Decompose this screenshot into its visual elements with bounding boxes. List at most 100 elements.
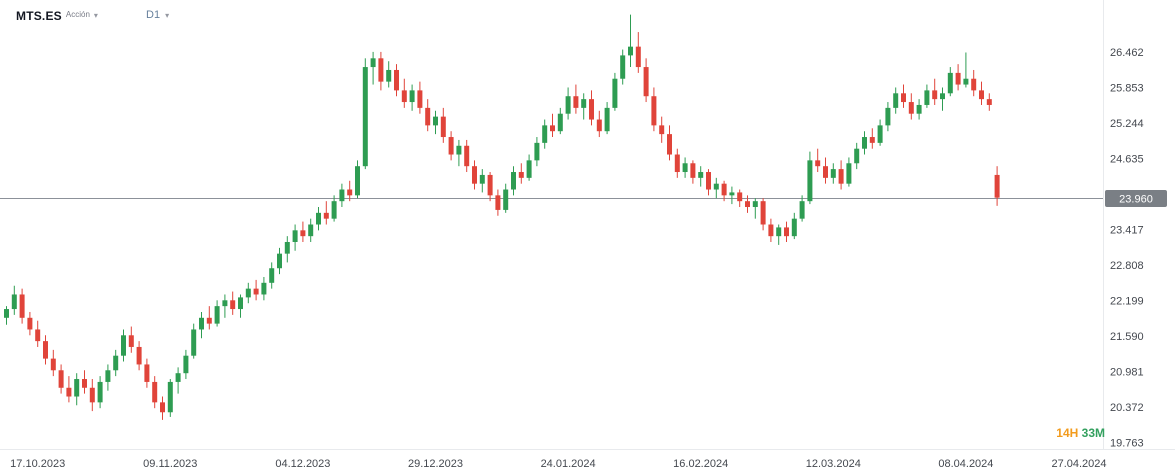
candle-body [11, 294, 17, 310]
candle-body [877, 125, 883, 143]
price-axis-label[interactable]: 21.590 [1110, 331, 1144, 343]
candle-body [893, 93, 899, 108]
time-axis-label[interactable]: 08.04.2024 [938, 458, 993, 470]
candle-body [979, 90, 984, 100]
candle-body [160, 402, 165, 413]
candle-body [573, 96, 579, 108]
price-axis-label[interactable]: 25.244 [1110, 118, 1144, 130]
timeframe-label: D1 [146, 9, 161, 21]
candle-body [292, 230, 298, 242]
chevron-down-icon[interactable]: ▾ [165, 11, 170, 20]
candle-body [971, 78, 977, 91]
timeframe-selector[interactable]: D1 ▾ [146, 9, 169, 21]
candle-body [144, 364, 150, 382]
price-axis-label[interactable]: 19.763 [1110, 437, 1144, 449]
time-axis-label[interactable]: 16.02.2024 [673, 458, 728, 470]
candle-body [760, 201, 766, 225]
candle-body [885, 107, 891, 126]
candle-body [245, 288, 251, 298]
candle-body [105, 370, 111, 382]
candle-body [776, 227, 782, 237]
candle-body [963, 78, 969, 85]
candle-body [784, 227, 789, 237]
countdown-minutes: 33M [1081, 426, 1105, 440]
symbol-selector[interactable]: MTS.ES Acción ▾ [16, 9, 98, 23]
candle-body [440, 116, 446, 138]
candle-body [284, 241, 290, 254]
candle-body [542, 125, 548, 143]
candle-body [378, 58, 384, 82]
candle-body [362, 67, 368, 167]
chevron-down-icon[interactable]: ▾ [93, 11, 98, 20]
countdown-hours: 14H [1056, 426, 1079, 440]
candle-body [495, 195, 501, 210]
price-axis-label[interactable]: 22.199 [1110, 295, 1144, 307]
candle-body [136, 346, 142, 365]
candle-countdown: 14H 33M [1056, 426, 1105, 440]
candle-body [128, 335, 134, 347]
candle-body [386, 69, 392, 82]
candle-body [339, 189, 345, 202]
candle-body [167, 381, 173, 413]
candle-body [66, 387, 72, 397]
candle-body [557, 113, 563, 132]
candle-body [308, 224, 314, 237]
candle-body [721, 183, 727, 196]
candle-body [323, 212, 329, 219]
candle-body [713, 183, 719, 190]
candle-body [986, 99, 992, 105]
candle-body [401, 90, 407, 103]
candle-body [464, 145, 470, 167]
candle-body [862, 137, 867, 149]
price-axis-label[interactable]: 24.635 [1110, 153, 1144, 165]
candle-body [331, 201, 337, 219]
candle-body [799, 201, 805, 219]
candle-body [534, 142, 540, 161]
candle-body [152, 381, 158, 403]
candle-body [604, 107, 610, 132]
candle-body [620, 55, 626, 79]
candle-body [370, 58, 376, 68]
candle-body [121, 335, 126, 356]
candle-body [394, 69, 399, 91]
candle-body [729, 192, 735, 196]
price-axis-label[interactable]: 26.462 [1110, 47, 1144, 59]
candle-body [511, 172, 516, 190]
price-axis-label[interactable]: 22.808 [1110, 260, 1144, 272]
candle-body [191, 329, 197, 356]
current-price-value: 23.960 [1119, 194, 1153, 206]
candle-body [183, 355, 189, 374]
candle-body [947, 72, 953, 94]
candle-body [994, 174, 1000, 198]
time-axis-label[interactable]: 09.11.2023 [143, 458, 197, 470]
candle-body [487, 174, 493, 196]
candle-body [674, 154, 680, 173]
time-axis-label[interactable]: 27.04.2024 [1051, 458, 1106, 470]
instrument-type-label: Acción [65, 10, 90, 19]
candle-body [807, 160, 813, 202]
price-axis-label[interactable]: 23.417 [1110, 224, 1144, 236]
candle-body [409, 90, 415, 103]
candle-body [479, 174, 485, 184]
price-axis-label[interactable]: 25.853 [1110, 82, 1144, 94]
candle-body [791, 218, 797, 237]
candle-body [89, 387, 95, 403]
candle-body [838, 169, 844, 184]
candle-body [50, 358, 56, 371]
time-axis-label[interactable]: 12.03.2024 [806, 458, 861, 470]
candle-body [433, 116, 438, 126]
time-axis-label[interactable]: 24.01.2024 [541, 458, 596, 470]
candle-body [113, 355, 119, 371]
time-axis-label[interactable]: 17.10.2023 [10, 458, 65, 470]
candle-body [682, 163, 688, 173]
candle-body [854, 148, 860, 164]
candle-body [503, 189, 509, 210]
price-axis-label[interactable]: 20.981 [1110, 366, 1144, 378]
time-axis-label[interactable]: 29.12.2023 [408, 458, 463, 470]
price-axis-label[interactable]: 20.372 [1110, 402, 1144, 414]
candle-body [316, 212, 321, 225]
time-axis-label[interactable]: 04.12.2023 [275, 458, 330, 470]
candle-body [901, 93, 906, 103]
candle-body [238, 297, 243, 310]
